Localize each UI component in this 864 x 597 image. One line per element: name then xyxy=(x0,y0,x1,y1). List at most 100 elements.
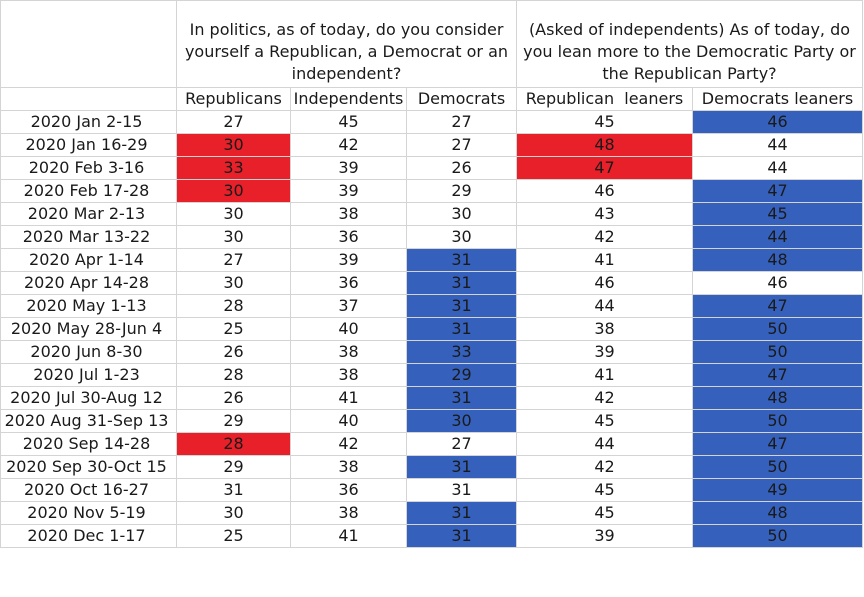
cell-republicans: 28 xyxy=(176,294,291,318)
cell-republicans: 30 xyxy=(176,202,291,226)
cell-independents: 41 xyxy=(290,386,407,410)
table-row: 2020 Sep 14-28 28 42 27 44 47 xyxy=(0,432,863,456)
cell-democrats: 31 xyxy=(406,317,517,341)
cell-republicans: 28 xyxy=(176,363,291,387)
cell-democrat-leaners: 50 xyxy=(692,317,863,341)
cell-independents: 38 xyxy=(290,501,407,525)
leaners-question: (Asked of independents) As of today, do … xyxy=(516,0,863,88)
cell-republicans: 27 xyxy=(176,248,291,272)
cell-democrats: 31 xyxy=(406,386,517,410)
cell-democrats: 30 xyxy=(406,225,517,249)
row-date-label: 2020 Feb 3-16 xyxy=(0,156,177,180)
cell-democrats: 31 xyxy=(406,501,517,525)
table-row: 2020 Aug 31-Sep 13 29 40 30 45 50 xyxy=(0,409,863,433)
cell-democrat-leaners: 47 xyxy=(692,432,863,456)
cell-independents: 40 xyxy=(290,409,407,433)
cell-independents: 45 xyxy=(290,110,407,134)
cell-republicans: 26 xyxy=(176,340,291,364)
cell-democrats: 33 xyxy=(406,340,517,364)
cell-republican-leaners: 45 xyxy=(516,501,693,525)
column-header-independents: Independents xyxy=(290,87,407,111)
table-row: 2020 Sep 30-Oct 15 29 38 31 42 50 xyxy=(0,455,863,479)
cell-democrats: 29 xyxy=(406,179,517,203)
date-column-header xyxy=(0,87,177,111)
cell-republicans: 25 xyxy=(176,524,291,548)
row-date-label: 2020 Sep 30-Oct 15 xyxy=(0,455,177,479)
cell-democrat-leaners: 47 xyxy=(692,363,863,387)
cell-republicans: 30 xyxy=(176,133,291,157)
cell-democrat-leaners: 48 xyxy=(692,248,863,272)
cell-republican-leaners: 42 xyxy=(516,386,693,410)
table-row: 2020 Nov 5-19 30 38 31 45 48 xyxy=(0,501,863,525)
cell-democrat-leaners: 50 xyxy=(692,524,863,548)
cell-democrats: 31 xyxy=(406,455,517,479)
row-date-label: 2020 Apr 14-28 xyxy=(0,271,177,295)
cell-republican-leaners: 43 xyxy=(516,202,693,226)
cell-republicans: 29 xyxy=(176,409,291,433)
cell-republican-leaners: 45 xyxy=(516,478,693,502)
row-date-label: 2020 Jun 8-30 xyxy=(0,340,177,364)
cell-republican-leaners: 46 xyxy=(516,179,693,203)
cell-democrat-leaners: 44 xyxy=(692,156,863,180)
row-date-label: 2020 Jan 16-29 xyxy=(0,133,177,157)
cell-republicans: 29 xyxy=(176,455,291,479)
cell-republican-leaners: 41 xyxy=(516,363,693,387)
table-row: 2020 Dec 1-17 25 41 31 39 50 xyxy=(0,524,863,548)
column-header-republicans: Republicans xyxy=(176,87,291,111)
cell-independents: 42 xyxy=(290,432,407,456)
cell-democrat-leaners: 45 xyxy=(692,202,863,226)
cell-republican-leaners: 41 xyxy=(516,248,693,272)
row-date-label: 2020 Oct 16-27 xyxy=(0,478,177,502)
cell-democrat-leaners: 48 xyxy=(692,501,863,525)
table-row: 2020 Jul 1-23 28 38 29 41 47 xyxy=(0,363,863,387)
cell-republicans: 27 xyxy=(176,110,291,134)
cell-independents: 36 xyxy=(290,478,407,502)
cell-independents: 38 xyxy=(290,363,407,387)
cell-democrats: 27 xyxy=(406,110,517,134)
party-identification-table: In politics, as of today, do you conside… xyxy=(0,0,863,548)
table-row: 2020 Feb 3-16 33 39 26 47 44 xyxy=(0,156,863,180)
row-date-label: 2020 May 1-13 xyxy=(0,294,177,318)
row-date-label: 2020 Mar 2-13 xyxy=(0,202,177,226)
cell-republicans: 30 xyxy=(176,271,291,295)
cell-independents: 39 xyxy=(290,179,407,203)
row-date-label: 2020 Jan 2-15 xyxy=(0,110,177,134)
table-body: 2020 Jan 2-15 27 45 27 45 46 2020 Jan 16-29 30 4… xyxy=(0,110,863,548)
column-header-democrat-leaners: Democrats leaners xyxy=(692,87,863,111)
party-id-question-text: In politics, as of today, do you conside… xyxy=(184,20,509,83)
cell-republican-leaners: 42 xyxy=(516,455,693,479)
cell-democrat-leaners: 46 xyxy=(692,110,863,134)
cell-independents: 38 xyxy=(290,202,407,226)
cell-republicans: 30 xyxy=(176,179,291,203)
party-id-question: In politics, as of today, do you conside… xyxy=(176,0,517,88)
cell-republican-leaners: 42 xyxy=(516,225,693,249)
cell-republicans: 25 xyxy=(176,317,291,341)
row-date-label: 2020 Jul 1-23 xyxy=(0,363,177,387)
table-row: 2020 Oct 16-27 31 36 31 45 49 xyxy=(0,478,863,502)
table-row: 2020 Mar 2-13 30 38 30 43 45 xyxy=(0,202,863,226)
cell-democrats: 27 xyxy=(406,133,517,157)
cell-republican-leaners: 44 xyxy=(516,294,693,318)
row-date-label: 2020 Sep 14-28 xyxy=(0,432,177,456)
cell-democrats: 31 xyxy=(406,524,517,548)
row-date-label: 2020 Feb 17-28 xyxy=(0,179,177,203)
table-row: 2020 Jan 2-15 27 45 27 45 46 xyxy=(0,110,863,134)
table-row: 2020 Apr 14-28 30 36 31 46 46 xyxy=(0,271,863,295)
cell-democrats: 30 xyxy=(406,202,517,226)
cell-independents: 37 xyxy=(290,294,407,318)
row-date-label: 2020 May 28-Jun 4 xyxy=(0,317,177,341)
cell-democrats: 30 xyxy=(406,409,517,433)
cell-democrats: 31 xyxy=(406,248,517,272)
question-header-row: In politics, as of today, do you conside… xyxy=(0,0,863,88)
cell-republican-leaners: 44 xyxy=(516,432,693,456)
cell-independents: 39 xyxy=(290,248,407,272)
cell-independents: 41 xyxy=(290,524,407,548)
cell-republican-leaners: 39 xyxy=(516,524,693,548)
cell-republican-leaners: 48 xyxy=(516,133,693,157)
corner-cell xyxy=(0,0,177,88)
cell-democrat-leaners: 49 xyxy=(692,478,863,502)
table-row: 2020 Jun 8-30 26 38 33 39 50 xyxy=(0,340,863,364)
cell-republicans: 31 xyxy=(176,478,291,502)
cell-democrat-leaners: 47 xyxy=(692,179,863,203)
cell-republicans: 30 xyxy=(176,501,291,525)
